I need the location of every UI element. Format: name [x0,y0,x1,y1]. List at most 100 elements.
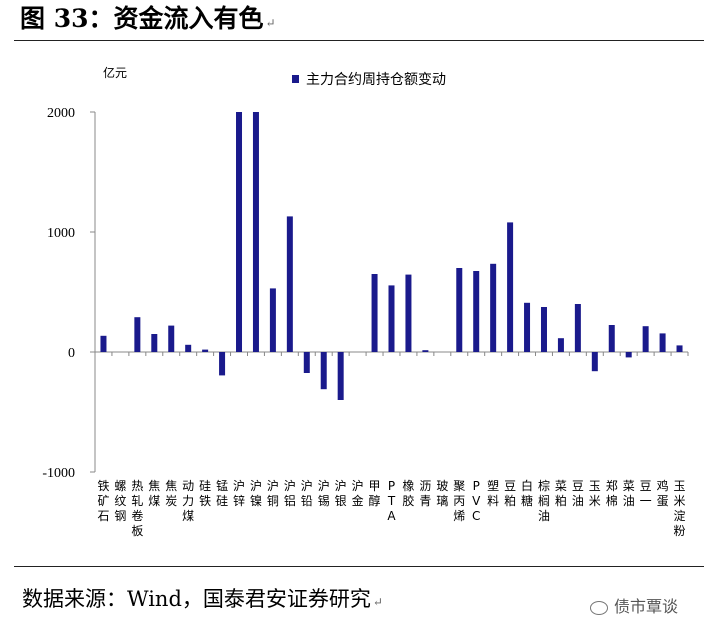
x-tick-label-char: 米 [589,494,601,508]
y-tick-label: 0 [68,346,75,361]
x-tick-label-char: P [388,479,395,493]
x-tick-label: 铁矿石 [97,479,109,523]
y-tick-label: -1000 [42,466,75,481]
x-tick-label-char: 青 [419,494,431,508]
y-axis-label: 亿元 [103,65,127,80]
x-tick-label-char: 锡 [318,493,330,508]
x-tick-label-char: 焦 [148,479,160,493]
legend-entry: 主力合约周持仓额变动 [306,72,446,88]
x-tick-label-char: 沪 [352,479,364,493]
bar [608,325,615,352]
bar [168,325,175,352]
x-tick-label-char: 鸡 [657,478,669,493]
x-tick-label-char: 沪 [267,479,279,493]
x-tick-label: 焦煤 [148,479,160,508]
x-tick-label: 塑料 [487,478,499,508]
x-tick-label-char: 硅 [216,494,228,508]
y-tick-label: 1000 [47,226,75,241]
bar [151,334,158,352]
x-tick-label-char: 沪 [335,479,347,493]
x-tick-label-char: 铁 [199,494,211,508]
bar [524,302,531,352]
x-tick-label-char: 菜 [555,479,567,493]
x-tick-label-char: 白 [521,478,533,493]
x-tick-label-char: 铅 [301,494,313,508]
x-tick-label: 沪镍 [250,479,262,508]
x-tick-label-char: 钢 [114,509,126,523]
x-tick-label-char: 矿 [97,494,109,508]
x-tick-label: 棕榈油 [538,478,550,523]
x-tick-label-char: 玉 [674,479,686,493]
x-tick-label-char: 粉 [674,524,686,538]
x-tick-label-char: 橡 [402,479,414,493]
x-tick-label-char: 油 [623,494,635,508]
bar [540,307,547,352]
x-tick-label-char: 力 [182,494,194,508]
x-tick-label-char: 银 [335,494,347,508]
x-tick-label: 玉米淀粉 [674,479,686,538]
bar [388,285,395,352]
bar [320,352,327,390]
bar [676,345,683,352]
x-tick-label-char: 煤 [182,509,194,523]
x-tick-label-char: 卷 [131,508,143,523]
x-tick-label-char: 米 [674,494,686,508]
x-tick-label-char: 沪 [301,479,313,493]
x-tick-label: 动力煤 [182,479,194,523]
x-tick-label-char: 锌 [233,494,245,508]
source-text: 数据来源：Wind，国泰君安证券研究 [22,587,371,611]
x-tick-label: 甲醇 [369,479,381,508]
x-tick-label-char: 沥 [419,479,431,493]
x-tick-label-char: 玻 [436,479,448,493]
return-mark-icon: ↵ [265,16,276,30]
x-tick-label-char: 烯 [453,509,465,523]
x-tick-label-char: 淀 [674,509,686,523]
bar [202,349,209,352]
bar [591,352,598,372]
x-tick-label: 锰硅 [216,478,228,508]
x-tick-label-char: P [473,479,480,493]
x-tick-label-char: 棉 [606,494,618,508]
watermark-text: 债市覃谈 [614,597,679,616]
x-tick-label: 硅铁 [199,479,211,508]
x-tick-label: 沪锡 [318,479,330,508]
bar [659,333,666,352]
x-tick-label-char: 丙 [453,494,465,508]
x-tick-label-char: 塑 [487,478,499,493]
x-tick-label-char: 料 [487,494,499,508]
x-tick-label-char: 粕 [555,493,567,508]
legend-swatch [292,75,299,83]
x-tick-label: 鸡蛋 [657,478,669,508]
bar [286,216,293,352]
x-tick-label-char: 菜 [623,479,635,493]
top-divider [14,40,704,41]
x-tick-label-char: 豆 [504,479,516,493]
x-tick-label-char: 一 [640,494,652,508]
bar-chart: 亿元 主力合约周持仓额变动200010000-1000铁矿石螺纹钢热轧卷板焦煤焦炭… [42,65,689,538]
bar [236,112,243,352]
bar [473,271,480,352]
x-tick-label-char: 榈 [538,493,550,508]
x-tick-label-char: 沪 [318,479,330,493]
bar [405,274,412,352]
x-tick-label-char: 硅 [199,479,211,493]
return-mark-icon: ↵ [372,595,383,609]
x-tick-label-char: 铝 [284,493,296,508]
x-tick-label: 豆油 [572,479,584,508]
bar [574,304,581,352]
x-tick-label-char: A [387,509,396,523]
x-tick-label: 聚丙烯 [453,479,465,523]
x-tick-label: 沥青 [419,479,431,508]
bar [456,268,463,352]
x-tick-label-char: 油 [538,509,550,523]
x-tick-label-char: 胶 [402,493,414,508]
x-tick-label-char: 玉 [589,479,601,493]
wechat-icon [590,600,608,615]
x-tick-label-char: 沪 [250,479,262,493]
x-tick-label: 螺纹钢 [114,479,126,523]
bar [490,263,497,352]
bar [252,112,259,352]
bar [219,352,226,376]
